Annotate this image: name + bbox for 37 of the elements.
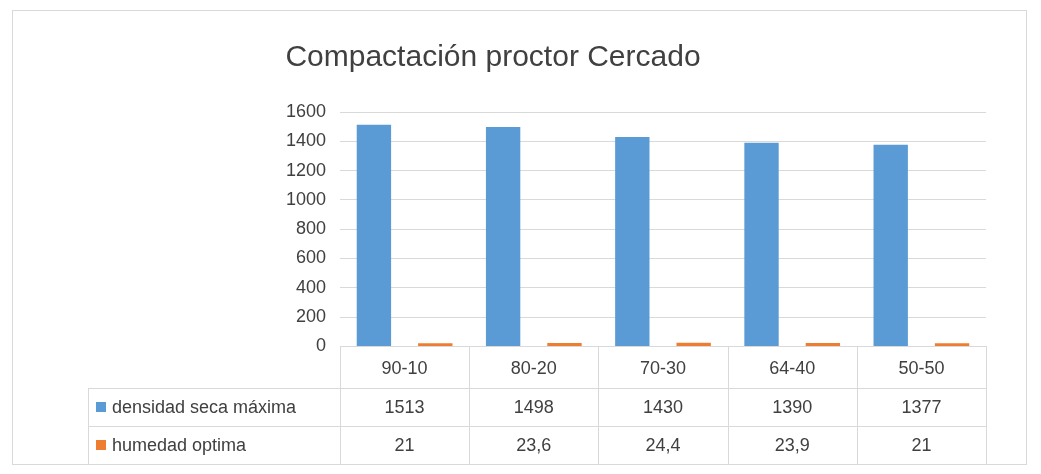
x-tick-label: 90-10 [381, 358, 428, 379]
data-label: 1513 [384, 396, 425, 417]
x-tick-label: 80-20 [510, 358, 557, 379]
legend-label: densidad seca máxima [112, 396, 298, 417]
data-label: 23,9 [774, 434, 810, 455]
y-tick-label: 600 [295, 247, 326, 268]
bar [485, 126, 521, 346]
data-label: 24,4 [645, 434, 681, 455]
bar [356, 124, 392, 346]
bar [615, 136, 650, 346]
chart-title: Compactación proctor Cercado [285, 39, 701, 73]
y-tick-label: 1600 [285, 100, 326, 121]
x-tick-label: 64-40 [769, 358, 816, 379]
data-label: 21 [911, 434, 932, 455]
x-tick-label: 70-30 [639, 358, 687, 379]
x-tick-label: 50-50 [898, 358, 945, 379]
y-tick-label: 200 [295, 306, 326, 327]
y-tick-label: 400 [295, 276, 326, 297]
legend-label: humedad optima [112, 434, 248, 455]
data-label: 23,6 [516, 434, 552, 455]
data-label: 1377 [901, 396, 942, 417]
y-tick-label: 1000 [285, 188, 326, 209]
data-label: 21 [394, 434, 415, 455]
data-label: 1498 [513, 396, 554, 417]
data-label: 1430 [642, 396, 684, 417]
y-tick-label: 1200 [285, 159, 326, 180]
bar [418, 343, 453, 346]
bar [873, 144, 908, 346]
data-label: 1390 [772, 396, 813, 417]
bar [744, 142, 779, 346]
bar [805, 342, 841, 346]
bar [676, 342, 711, 346]
y-tick-label: 1400 [285, 130, 326, 151]
y-tick-label: 0 [315, 335, 326, 356]
bar [934, 343, 970, 346]
y-tick-label: 800 [295, 218, 326, 239]
bar [547, 342, 582, 346]
